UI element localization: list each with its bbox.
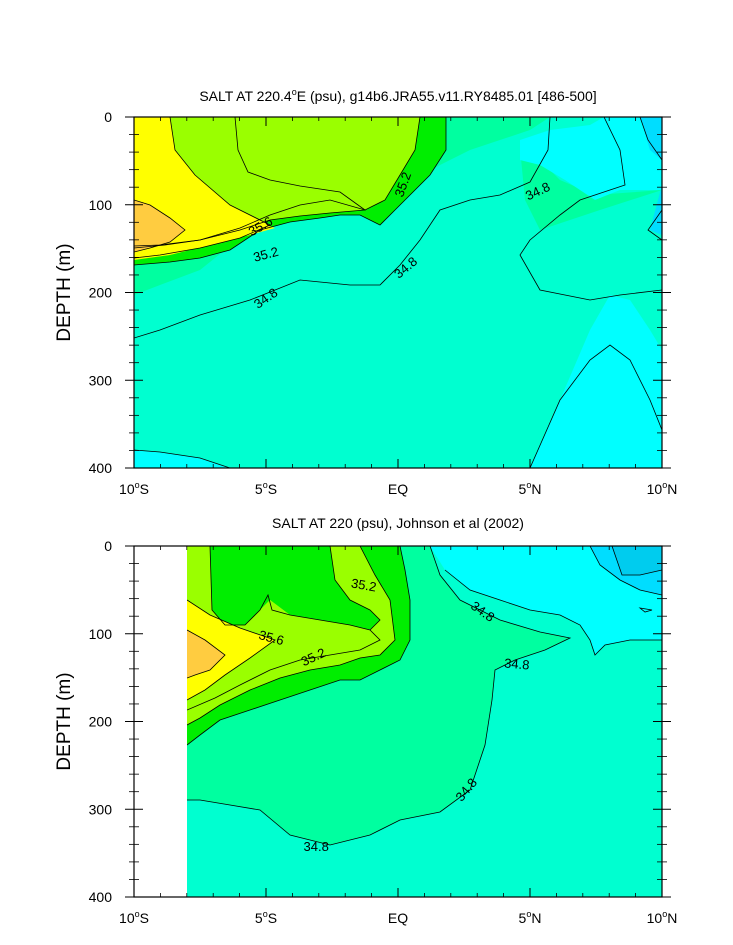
x-tick-label: 10oN <box>647 909 678 926</box>
contour-label-text: 35.2 <box>350 575 378 594</box>
contour-label-text: 34.8 <box>504 655 531 672</box>
contour-35-2 <box>134 117 421 249</box>
contour-35-0 <box>134 117 447 266</box>
contour-34-8 <box>134 117 551 339</box>
y-axis-label: DEPTH (m) <box>54 672 75 770</box>
contour-35-6 <box>134 117 271 259</box>
y-tick-label: 400 <box>89 889 113 905</box>
x-tick-label: EQ <box>388 910 408 926</box>
y-tick-label: 0 <box>104 538 112 554</box>
fill-band-above-35-8-bottom <box>187 630 225 678</box>
panel-top-contour-fill <box>134 117 662 468</box>
contour-34-6-deep <box>529 344 662 468</box>
panel-bottom-contour-lines <box>187 546 662 846</box>
x-tick-label: 10oS <box>119 480 149 497</box>
contour-35-6-bottom <box>187 599 276 701</box>
panel-top-title: SALT AT 220.4oE (psu), g14b6.JRA55.v11.R… <box>199 87 596 104</box>
contour-34-4-right <box>647 209 662 241</box>
x-tick-label: 5oS <box>255 480 277 497</box>
contour-35-8 <box>134 199 186 253</box>
contour-34-6-bottom <box>444 569 662 656</box>
fill-band-lime-bottom <box>187 546 380 710</box>
y-tick-label: 200 <box>89 714 113 730</box>
contour-34-6-blob-bottom <box>638 607 653 613</box>
y-tick-label: 300 <box>89 372 113 388</box>
contour-label: 34.8 <box>504 655 531 672</box>
contour-label: 34.8 <box>304 839 329 854</box>
contour-label-text: 35.6 <box>257 627 285 648</box>
panel-bottom-title: SALT AT 220 (psu), Johnson et al (2002) <box>272 515 524 531</box>
contour-label: 35.6 <box>257 627 285 648</box>
x-tick-label: 5oN <box>519 909 542 926</box>
contour-label: 35.2 <box>252 244 280 265</box>
contour-label: 35.2 <box>350 575 378 594</box>
contour-35-8-bottom <box>187 629 226 679</box>
fill-band-bottom-left <box>134 450 230 468</box>
fill-band-top-right-core-bottom <box>612 546 662 575</box>
contour-34-2-bottom <box>611 546 662 576</box>
fill-band-35-2-35-4-upper <box>235 117 395 192</box>
x-tick-label: EQ <box>388 481 408 497</box>
panel-top: SALT AT 220.4oE (psu), g14b6.JRA55.v11.R… <box>54 87 677 497</box>
fill-band-below-34-6 <box>520 117 662 200</box>
fill-band-top-right <box>640 117 662 235</box>
contour-35-2-bottom <box>187 546 396 726</box>
y-tick-label: 0 <box>104 109 112 125</box>
contour-34-6 <box>519 117 662 301</box>
contour-34-4-bottom <box>589 546 662 596</box>
fill-band-above-35-8 <box>134 200 185 252</box>
fill-band-green-upper-bottom <box>210 546 380 630</box>
contour-34-4-top-right <box>639 117 662 161</box>
contour-35-0-bottom <box>187 546 411 746</box>
contour-35-4-b-bottom <box>329 546 381 631</box>
contour-35-4-bottom <box>187 546 381 711</box>
panel-bottom: SALT AT 220 (psu), Johnson et al (2002) <box>54 515 677 926</box>
fill-band-34-6-34-8 <box>134 117 662 468</box>
contour-34-8-bottom <box>187 546 572 846</box>
panel-top-axes: 10oS 5oS EQ 5oN 10oN 0 100 200 300 400 DEPTH (m) <box>54 109 677 497</box>
y-tick-label: 200 <box>89 285 113 301</box>
fill-band-yellow-bottom <box>187 600 275 700</box>
y-tick-label: 400 <box>89 460 113 476</box>
panel-top-contour-lines <box>134 117 662 468</box>
x-tick-label: 10oS <box>119 909 149 926</box>
y-tick-label: 100 <box>89 626 113 642</box>
panel-bottom-axes: 10oS 5oS EQ 5oN 10oN 0 100 200 300 400 DEPTH (m) <box>54 538 677 926</box>
contour-34-6-bottom-left <box>134 449 231 468</box>
contour-label-text: 35.2 <box>252 244 280 265</box>
fill-band-below-34-6-deep <box>530 295 662 468</box>
panel-bottom-contour-fill <box>187 546 662 897</box>
y-tick-label: 300 <box>89 801 113 817</box>
x-tick-label: 10oN <box>647 480 678 497</box>
fill-band-below-34-6-bottom <box>430 546 662 655</box>
y-axis-label: DEPTH (m) <box>54 243 75 341</box>
x-tick-label: 5oS <box>255 909 277 926</box>
contour-label-text: 34.8 <box>304 839 329 854</box>
y-tick-label: 100 <box>89 197 113 213</box>
x-tick-label: 5oN <box>519 480 542 497</box>
